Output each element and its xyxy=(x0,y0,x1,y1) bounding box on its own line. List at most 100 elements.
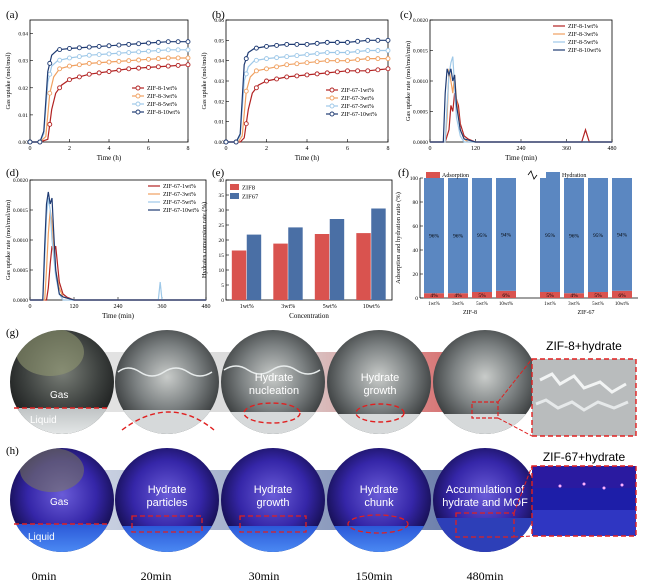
data-point xyxy=(136,65,142,71)
data-point xyxy=(47,121,53,127)
data-point xyxy=(334,58,340,64)
x-tick-label: 8 xyxy=(387,146,390,152)
panel-label: (h) xyxy=(6,445,19,457)
photo-label: growth xyxy=(256,497,289,509)
data-point xyxy=(185,62,191,68)
photo-label: Hydrate xyxy=(255,372,294,384)
axis-break xyxy=(527,170,538,180)
y-axis-label: Hydrates conversion rate (%) xyxy=(201,202,208,278)
photo-row-h: (h) Gas Liquid Hydrate particles xyxy=(6,445,637,552)
photo-0min: Gas Liquid xyxy=(10,330,114,434)
x-tick-label: 0 xyxy=(29,146,32,152)
panel-d: (d) 0.0000 0.0005 0.0010 0.0015 0.0020 0 120 24… xyxy=(5,167,211,320)
x-tick-label: 5wt% xyxy=(323,304,337,310)
bar-adsorption xyxy=(564,293,584,298)
legend: ZIF-67-1wt% ZIF-67-3wt% ZIF-67-5wt% ZIF-67-… xyxy=(148,184,199,214)
photo-label: Accumulation of xyxy=(446,484,525,496)
photo-label: chunk xyxy=(364,497,394,509)
legend-swatch xyxy=(426,172,440,178)
data-point xyxy=(67,77,72,83)
data-label: 5% xyxy=(478,293,486,299)
x-tick-label: 1wt% xyxy=(428,302,440,307)
y-tick-label: 0.00 xyxy=(18,140,28,146)
legend-marker xyxy=(135,85,141,91)
x-axis-label: Time (h) xyxy=(97,154,122,162)
legend-label: Adsorption xyxy=(442,173,469,179)
x-tick-label: 0 xyxy=(429,146,432,152)
data-point xyxy=(116,42,122,48)
data-point xyxy=(355,38,361,44)
time-label: 20min xyxy=(141,569,172,583)
data-point xyxy=(116,67,122,73)
data-point xyxy=(136,57,142,63)
bar-hydration xyxy=(612,178,632,291)
zoom-title: ZIF-8+hydrate xyxy=(546,339,622,353)
x-axis-label: Time (min) xyxy=(505,154,537,162)
photo-20min xyxy=(115,330,219,434)
data-point xyxy=(76,45,82,51)
data-point xyxy=(86,44,92,50)
data-point xyxy=(96,52,102,58)
data-point xyxy=(86,71,92,77)
data-point xyxy=(243,71,249,77)
y-axis-label: Gas uptake rate (mol/mol/min) xyxy=(405,41,412,121)
y-tick-label: 20 xyxy=(413,272,419,278)
data-label: 4% xyxy=(570,293,578,299)
data-point xyxy=(126,58,132,64)
photo-row-g: (g) Gas Liquid xyxy=(6,327,637,437)
data-point xyxy=(355,57,361,63)
y-tick-label: 0 xyxy=(415,296,418,302)
x-tick-label: 10wt% xyxy=(499,302,513,307)
data-point xyxy=(243,88,249,94)
axes: 0.0000 0.0005 0.0010 0.0015 0.0020 0 120 240 360… xyxy=(405,18,617,162)
y-tick-label: 35 xyxy=(219,193,225,199)
legend-label: ZIF-67-5wt% xyxy=(341,104,374,110)
data-point xyxy=(67,46,72,51)
x-tick-label: 8 xyxy=(187,146,190,152)
x-axis-label: Concentration xyxy=(289,312,329,320)
data-point xyxy=(126,41,132,47)
plot-area xyxy=(430,56,612,143)
data-point xyxy=(314,59,320,65)
data-point xyxy=(284,62,290,68)
panel-label: (g) xyxy=(6,327,19,339)
bar xyxy=(314,234,330,300)
bar-hydration xyxy=(496,178,516,291)
data-point xyxy=(47,90,53,96)
legend-marker xyxy=(329,95,335,101)
plot-frame xyxy=(225,19,389,143)
x-tick-label: 240 xyxy=(114,304,123,310)
data-point xyxy=(106,69,112,74)
data-point xyxy=(274,76,280,82)
x-tick-label: 360 xyxy=(158,304,167,310)
data-point xyxy=(96,60,102,66)
legend-label: ZIF-8-3wt% xyxy=(147,94,177,100)
panel-e: (e) 0 5 10 15 20 25 30 35 40 Concentration Hydrate… xyxy=(201,167,393,320)
y-tick-label: 0.0010 xyxy=(13,238,28,244)
x-tick-label: 2 xyxy=(68,146,71,152)
y-tick-label: 0.0020 xyxy=(13,178,28,184)
data-point xyxy=(57,85,63,91)
photo-480min xyxy=(433,330,537,434)
data-point xyxy=(165,47,171,53)
bar-hydration xyxy=(472,178,492,292)
data-point xyxy=(345,39,350,45)
time-label: 30min xyxy=(249,569,280,583)
data-point xyxy=(324,70,330,76)
bar-adsorption xyxy=(424,293,444,298)
legend-marker xyxy=(329,103,335,109)
data-point xyxy=(86,52,92,58)
photo-label-gas: Gas xyxy=(50,497,68,508)
plot-frame xyxy=(29,19,189,143)
x-tick-label: 5wt% xyxy=(476,302,488,307)
data-point xyxy=(324,58,330,64)
data-label: 94% xyxy=(501,232,512,238)
photo-480min: Accumulation of hydrate and MOF xyxy=(433,448,537,552)
data-point xyxy=(136,41,142,47)
legend-swatch xyxy=(230,193,239,199)
data-point xyxy=(365,68,371,74)
x-tick-label: 360 xyxy=(562,146,571,152)
photo-150min: Hydrate chunk xyxy=(327,448,431,552)
y-tick-label: 0.0010 xyxy=(413,79,428,85)
data-point xyxy=(385,66,391,72)
